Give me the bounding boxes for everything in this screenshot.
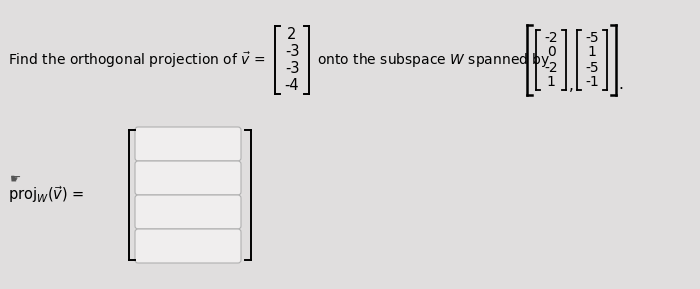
FancyBboxPatch shape [135,127,241,161]
Text: -4: -4 [285,78,300,93]
Text: -5: -5 [585,60,598,75]
Text: Find the orthogonal projection of $\vec{v}$ =: Find the orthogonal projection of $\vec{… [8,50,265,70]
Text: onto the subspace $W$ spanned by: onto the subspace $W$ spanned by [317,51,550,69]
Text: -3: -3 [285,44,300,59]
Text: -2: -2 [544,31,558,45]
Text: ,: , [569,77,574,92]
Text: $\mathrm{proj}_W(\vec{v})$ =: $\mathrm{proj}_W(\vec{v})$ = [8,185,85,205]
Text: -5: -5 [585,31,598,45]
Text: 2: 2 [287,27,297,42]
FancyBboxPatch shape [135,229,241,263]
Text: -3: -3 [285,61,300,76]
Text: 1: 1 [547,75,555,90]
Text: ☛: ☛ [10,173,21,186]
Text: -1: -1 [585,75,599,90]
Text: -2: -2 [544,60,558,75]
FancyBboxPatch shape [135,161,241,195]
Text: .: . [618,77,623,92]
FancyBboxPatch shape [135,195,241,229]
Text: 1: 1 [587,45,596,60]
Text: 0: 0 [547,45,555,60]
